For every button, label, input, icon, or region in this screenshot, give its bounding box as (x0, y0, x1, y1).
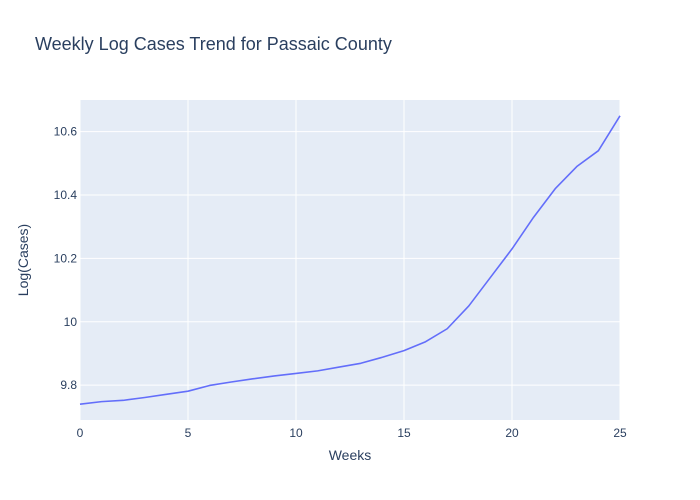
grid-lines (79, 100, 621, 420)
chart-title: Weekly Log Cases Trend for Passaic Count… (35, 34, 392, 54)
y-tick-label: 10.6 (54, 125, 78, 139)
y-axis-ticks: 9.8 10 10.2 10.4 10.6 (54, 125, 78, 392)
y-tick-label: 10.2 (54, 251, 78, 265)
y-axis-label: Log(Cases) (15, 224, 31, 296)
series-layer (79, 115, 621, 405)
y-tick-label: 9.8 (60, 378, 77, 392)
y-tick-label: 10 (64, 315, 78, 329)
plot-area (80, 100, 620, 420)
x-tick-label: 5 (185, 426, 192, 440)
series-line (79, 115, 621, 405)
x-tick-label: 20 (505, 426, 519, 440)
x-axis-ticks: 0 5 10 15 20 25 (77, 426, 627, 440)
x-tick-label: 0 (77, 426, 84, 440)
x-axis-label: Weeks (329, 447, 372, 463)
x-tick-label: 25 (613, 426, 627, 440)
x-tick-label: 10 (289, 426, 303, 440)
y-tick-label: 10.4 (54, 188, 78, 202)
x-tick-label: 15 (397, 426, 411, 440)
